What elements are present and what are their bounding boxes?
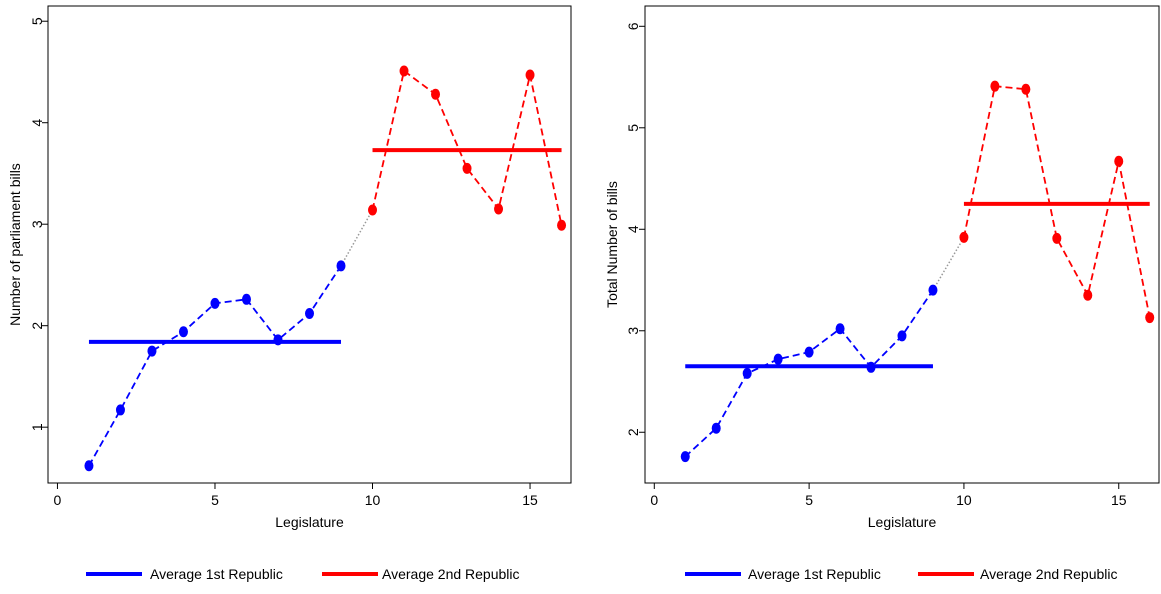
data-point [959, 231, 969, 243]
x-tick-label: 15 [1111, 492, 1127, 508]
data-point [305, 308, 314, 320]
y-tick-label: 5 [625, 124, 641, 132]
series-line-2 [371, 69, 563, 226]
x-axis-label: Legislature [868, 514, 937, 530]
plot-frame [47, 5, 572, 484]
legend: Average 1st Republic Average 2nd Republic [86, 566, 520, 582]
chart-1: 0 5 10 15 1 2 3 4 5 Legislature Number of parliame… [7, 5, 572, 582]
data-point [84, 460, 94, 472]
y-tick-label: 3 [29, 220, 45, 228]
data-point [210, 297, 220, 309]
data-point [1145, 312, 1155, 324]
data-point [431, 88, 441, 100]
data-point [336, 260, 346, 272]
y-tick-label: 2 [29, 322, 45, 330]
x-tick-label: 0 [54, 492, 62, 508]
legend-label-2: Average 2nd Republic [980, 566, 1118, 582]
data-point [525, 69, 535, 81]
series-line-2 [963, 85, 1151, 318]
x-tick-label: 10 [956, 492, 972, 508]
y-tick-label: 4 [29, 119, 45, 127]
data-point [1083, 289, 1093, 301]
data-point [1021, 83, 1031, 95]
data-point [680, 451, 690, 463]
series-line-1 [88, 265, 342, 467]
data-point [1114, 155, 1124, 167]
era-connector [340, 209, 374, 267]
data-point [804, 346, 814, 358]
plot-frame [644, 5, 1160, 484]
legend-label-2: Average 2nd Republic [382, 566, 520, 582]
data-point [147, 345, 157, 357]
data-point [711, 422, 721, 434]
y-axis-label: Total Number of bills [604, 181, 620, 308]
y-tick-label: 5 [29, 17, 45, 25]
y-tick-label: 3 [625, 327, 641, 335]
data-point [773, 353, 783, 365]
data-point [990, 80, 1000, 92]
data-point [241, 293, 251, 305]
y-tick-label: 4 [625, 225, 641, 233]
x-axis-label: Legislature [275, 514, 344, 530]
data-point [742, 367, 752, 379]
x-tick-label: 10 [365, 492, 381, 508]
legend-label-1: Average 1st Republic [748, 566, 881, 582]
legend: Average 1st Republic Average 2nd Republic [685, 566, 1118, 582]
data-point [115, 404, 125, 416]
data-point [368, 204, 378, 216]
x-tick-label: 5 [211, 492, 219, 508]
data-point [399, 65, 409, 77]
x-tick-label: 15 [522, 492, 538, 508]
y-tick-label: 6 [625, 22, 641, 30]
data-point [178, 326, 188, 338]
chart-2: 0 5 10 15 2 3 4 5 6 Legislature Total Number of bi… [604, 5, 1160, 582]
data-point [557, 219, 567, 231]
data-point [897, 330, 907, 342]
data-point [1052, 232, 1062, 244]
y-tick-label: 1 [29, 423, 45, 431]
legend-label-1: Average 1st Republic [150, 566, 283, 582]
x-tick-label: 0 [650, 492, 658, 508]
series-line-1 [684, 289, 934, 458]
data-point [928, 284, 938, 296]
data-point [462, 162, 472, 174]
era-connector [932, 237, 965, 291]
y-tick-label: 2 [625, 428, 641, 436]
data-point [835, 323, 845, 335]
x-tick-label: 5 [805, 492, 813, 508]
data-point [494, 203, 504, 215]
y-axis-label: Number of parliament bills [7, 163, 23, 326]
